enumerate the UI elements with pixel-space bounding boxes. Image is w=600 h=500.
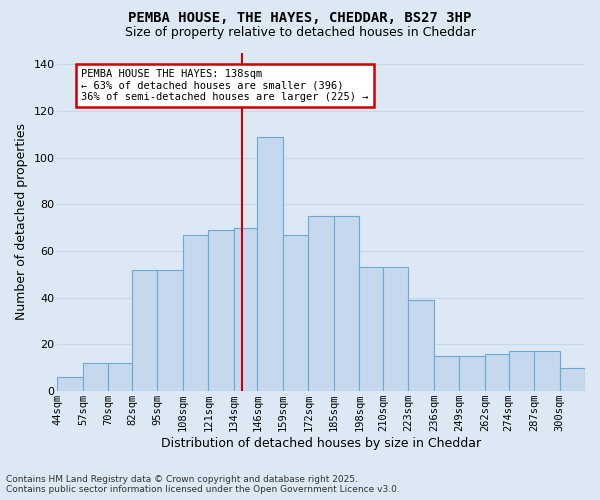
Bar bbox=[157, 270, 183, 391]
Bar bbox=[534, 352, 560, 391]
Bar bbox=[58, 377, 83, 391]
Bar bbox=[308, 216, 334, 391]
Bar bbox=[509, 352, 534, 391]
Bar bbox=[409, 300, 434, 391]
Bar bbox=[208, 230, 234, 391]
Bar bbox=[183, 234, 208, 391]
Bar bbox=[109, 363, 132, 391]
Bar bbox=[383, 268, 409, 391]
Bar bbox=[234, 228, 257, 391]
Text: Contains HM Land Registry data © Crown copyright and database right 2025.
Contai: Contains HM Land Registry data © Crown c… bbox=[6, 474, 400, 494]
Y-axis label: Number of detached properties: Number of detached properties bbox=[15, 124, 28, 320]
Text: PEMBA HOUSE THE HAYES: 138sqm
← 63% of detached houses are smaller (396)
36% of : PEMBA HOUSE THE HAYES: 138sqm ← 63% of d… bbox=[81, 69, 368, 102]
Bar bbox=[283, 234, 308, 391]
Bar bbox=[359, 268, 383, 391]
Bar bbox=[257, 136, 283, 391]
Bar bbox=[434, 356, 460, 391]
X-axis label: Distribution of detached houses by size in Cheddar: Distribution of detached houses by size … bbox=[161, 437, 481, 450]
Text: PEMBA HOUSE, THE HAYES, CHEDDAR, BS27 3HP: PEMBA HOUSE, THE HAYES, CHEDDAR, BS27 3H… bbox=[128, 11, 472, 25]
Bar bbox=[460, 356, 485, 391]
Bar bbox=[83, 363, 109, 391]
Bar bbox=[334, 216, 359, 391]
Bar bbox=[560, 368, 585, 391]
Text: Size of property relative to detached houses in Cheddar: Size of property relative to detached ho… bbox=[125, 26, 475, 39]
Bar bbox=[485, 354, 509, 391]
Bar bbox=[132, 270, 157, 391]
